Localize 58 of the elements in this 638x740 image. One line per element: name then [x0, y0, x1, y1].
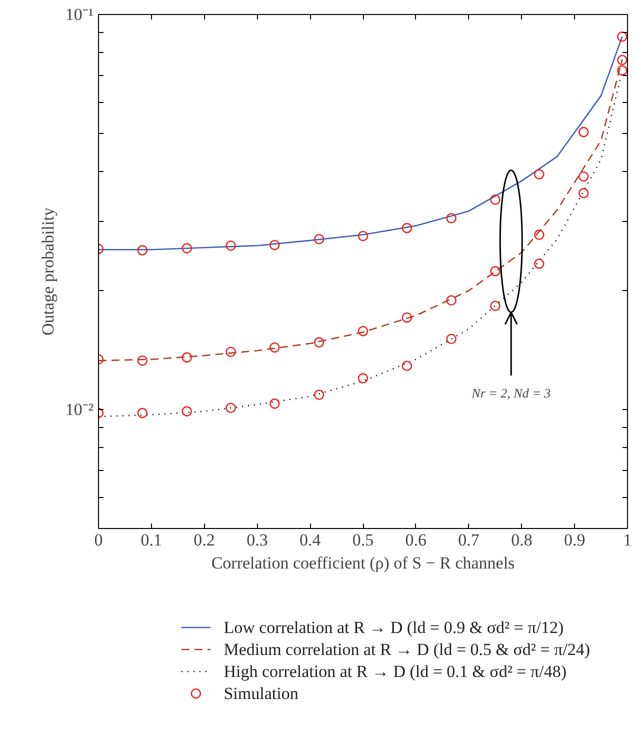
point: [137, 408, 148, 418]
annotation: Nr = 2, Nd = 3: [470, 386, 552, 401]
point: [578, 126, 589, 138]
legend-label: Simulation: [224, 684, 299, 703]
point: [446, 213, 456, 224]
point: [182, 406, 192, 416]
point: [534, 230, 544, 240]
x-tick-label: 0.8: [511, 530, 532, 550]
legend-label: High correlation at R → D (ld = 0.1 & σd² = π/48): [224, 662, 566, 681]
point: [446, 295, 456, 306]
point: [617, 54, 628, 66]
point: [402, 312, 412, 323]
y-tick-label: 10⁻²: [65, 400, 94, 420]
point: [578, 171, 589, 182]
point: [402, 360, 412, 372]
point: [182, 352, 192, 363]
point: [137, 245, 148, 256]
point: [534, 169, 544, 180]
point: [358, 373, 368, 384]
y-axis-title: Outage probability: [38, 207, 58, 336]
line-series: [98, 36, 623, 250]
legend-label: Medium correlation at R → D (ld = 0.5 & σd² = π/24): [224, 640, 590, 659]
point: [446, 334, 456, 344]
point: [137, 356, 148, 366]
point: [270, 342, 280, 353]
point: [402, 222, 412, 234]
point: [578, 188, 589, 198]
x-tick-label: 0.5: [352, 530, 374, 550]
point: [226, 402, 236, 414]
point: [358, 326, 368, 336]
legend-label: Low correlation at R → D (ld = 0.9 & σd² = π/12): [224, 618, 564, 637]
point: [358, 230, 368, 242]
x-tick-label: 1: [623, 530, 632, 550]
x-tick-label: 0.4: [299, 530, 322, 550]
point: [490, 194, 500, 205]
point: [490, 300, 500, 312]
x-tick-label: 0.9: [564, 530, 586, 550]
point: [270, 240, 280, 250]
point: [226, 240, 236, 251]
point: [617, 31, 628, 42]
x-tick-label: 0.3: [246, 530, 268, 550]
point: [617, 65, 628, 76]
x-tick-label: 0.6: [405, 530, 427, 550]
point: [182, 243, 192, 254]
point: [534, 258, 544, 269]
point: [314, 234, 324, 244]
point: [226, 346, 236, 357]
x-tick-label: 0.1: [140, 530, 162, 550]
x-tick-label: 0.7: [458, 530, 480, 550]
x-tick-label: 0: [94, 530, 103, 550]
point: [490, 266, 500, 276]
point: [270, 398, 280, 409]
point: [314, 390, 324, 400]
line-series: [98, 58, 623, 362]
x-axis-title: Correlation coefficient (ρ) of S − R channels: [211, 554, 515, 572]
point: [314, 337, 324, 348]
x-tick-label: 0.2: [194, 530, 215, 550]
y-tick-label: 10⁻¹: [65, 5, 94, 24]
